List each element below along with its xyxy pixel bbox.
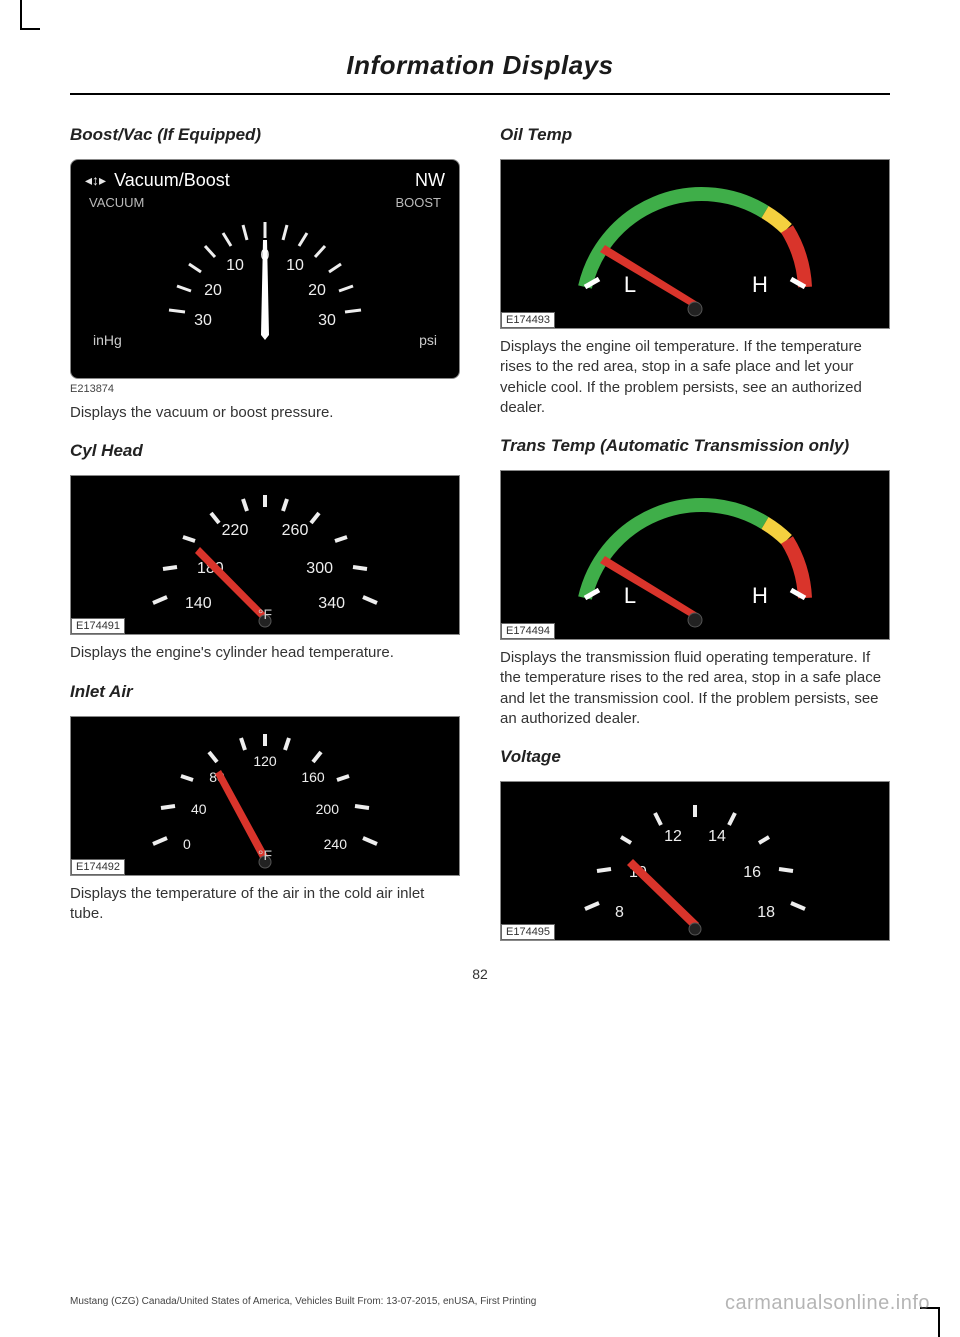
figure-voltage: 8 10 12 14 16 18 E174495: [500, 781, 890, 941]
svg-text:140: 140: [185, 595, 212, 612]
figure-id-boost: E213874: [70, 383, 460, 395]
body-trans-temp: Displays the transmission fluid operatin…: [500, 648, 890, 729]
svg-text:160: 160: [301, 769, 325, 785]
svg-text:30: 30: [318, 312, 336, 329]
unit-psi: psi: [419, 332, 437, 348]
vb-gauge-icon: 0 10 10 20 20 30 30 inHg psi: [71, 210, 459, 360]
body-oil-temp: Displays the engine oil temperature. If …: [500, 337, 890, 418]
body-boost-vac: Displays the vacuum or boost pressure.: [70, 403, 460, 423]
svg-text:300: 300: [306, 560, 333, 577]
svg-text:L: L: [624, 583, 636, 608]
svg-text:10: 10: [286, 257, 304, 274]
figure-boost-vac: ◂↕▸ Vacuum/Boost NW VACUUM BOOST: [70, 159, 460, 379]
inlet-air-gauge-icon: 0 40 80 120 160 200 240 °F: [71, 717, 459, 875]
svg-text:H: H: [752, 272, 768, 297]
chapter-title: Information Displays: [70, 50, 890, 95]
svg-text:240: 240: [324, 836, 348, 852]
voltage-gauge-icon: 8 10 12 14 16 18: [501, 782, 889, 940]
heading-inlet-air: Inlet Air: [70, 682, 460, 702]
page-number: 82: [70, 966, 890, 982]
oil-temp-gauge-icon: L H: [501, 160, 889, 328]
svg-text:120: 120: [253, 753, 277, 769]
figure-id-oil: E174493: [501, 312, 555, 328]
boost-label: BOOST: [395, 195, 441, 210]
inlet-unit: °F: [258, 847, 272, 863]
figure-trans-temp: L H E174494: [500, 470, 890, 640]
svg-text:18: 18: [757, 904, 775, 921]
trans-temp-gauge-icon: L H: [501, 471, 889, 639]
svg-text:20: 20: [308, 282, 326, 299]
svg-text:14: 14: [708, 828, 726, 845]
heading-oil-temp: Oil Temp: [500, 125, 890, 145]
unit-inhg: inHg: [93, 332, 122, 348]
heading-trans-temp: Trans Temp (Automatic Transmission only): [500, 436, 890, 456]
nav-arrows-icon: ◂↕▸: [85, 172, 106, 189]
left-column: Boost/Vac (If Equipped) ◂↕▸ Vacuum/Boost…: [70, 125, 460, 942]
svg-text:0: 0: [183, 836, 191, 852]
vb-title: Vacuum/Boost: [106, 170, 415, 191]
svg-text:260: 260: [282, 522, 309, 539]
compass-label: NW: [415, 170, 445, 191]
svg-text:10: 10: [226, 257, 244, 274]
svg-text:12: 12: [664, 828, 682, 845]
right-column: Oil Temp L H E174493: [500, 125, 890, 942]
svg-text:40: 40: [191, 801, 207, 817]
footer-text: Mustang (CZG) Canada/United States of Am…: [70, 1296, 536, 1307]
figure-id-trans: E174494: [501, 623, 555, 639]
svg-text:340: 340: [318, 595, 345, 612]
watermark: carmanualsonline.info: [725, 1292, 930, 1315]
svg-text:H: H: [752, 583, 768, 608]
figure-id-inlet: E174492: [71, 859, 125, 875]
body-inlet-air: Displays the temperature of the air in t…: [70, 884, 460, 925]
cyl-head-gauge-icon: 140 180 220 260 300 340 °F: [71, 476, 459, 634]
heading-cyl-head: Cyl Head: [70, 441, 460, 461]
svg-text:30: 30: [194, 312, 212, 329]
figure-inlet-air: 0 40 80 120 160 200 240 °F E174492: [70, 716, 460, 876]
svg-text:16: 16: [743, 864, 761, 881]
svg-text:220: 220: [222, 522, 249, 539]
figure-cyl-head: 140 180 220 260 300 340 °F E174491: [70, 475, 460, 635]
vacuum-label: VACUUM: [89, 195, 144, 210]
cyl-unit: °F: [258, 606, 272, 622]
figure-oil-temp: L H E174493: [500, 159, 890, 329]
heading-boost-vac: Boost/Vac (If Equipped): [70, 125, 460, 145]
figure-id-voltage: E174495: [501, 924, 555, 940]
figure-id-cyl: E174491: [71, 618, 125, 634]
svg-text:200: 200: [316, 801, 340, 817]
svg-text:L: L: [624, 272, 636, 297]
svg-text:20: 20: [204, 282, 222, 299]
heading-voltage: Voltage: [500, 747, 890, 767]
svg-text:8: 8: [615, 904, 624, 921]
body-cyl-head: Displays the engine's cylinder head temp…: [70, 643, 460, 663]
